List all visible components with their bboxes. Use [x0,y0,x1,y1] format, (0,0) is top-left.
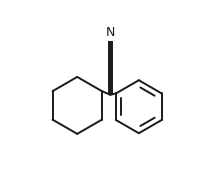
Text: N: N [106,26,115,39]
